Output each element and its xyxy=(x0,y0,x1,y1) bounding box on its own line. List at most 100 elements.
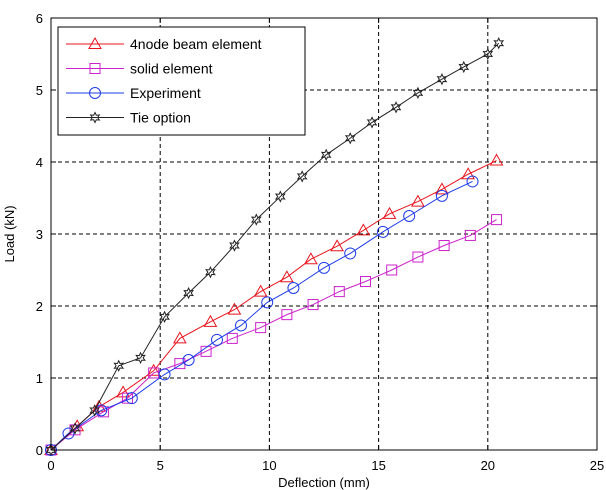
series-triangle xyxy=(44,153,504,455)
data-point xyxy=(436,73,448,86)
data-point xyxy=(491,214,503,226)
series-circle xyxy=(45,175,479,456)
legend-entry: 4node beam element xyxy=(66,36,262,52)
legend-marker xyxy=(89,111,101,124)
axis-ticks: 0 5 10 15 20 25 0 1 2 3 4 5 6 xyxy=(36,11,604,473)
legend-entry: Experiment xyxy=(66,85,201,101)
data-point xyxy=(438,240,450,252)
data-point xyxy=(435,189,448,202)
y-tick-label: 1 xyxy=(36,371,43,386)
y-tick-label: 0 xyxy=(36,443,43,458)
data-point xyxy=(92,399,106,412)
data-point xyxy=(356,223,371,236)
series-line xyxy=(50,180,473,451)
legend-marker xyxy=(88,36,102,49)
data-point xyxy=(261,296,274,309)
data-point xyxy=(489,153,504,166)
data-point xyxy=(366,116,378,129)
x-axis-label: Deflection (mm) xyxy=(278,475,370,490)
data-point xyxy=(376,225,389,238)
data-point xyxy=(69,424,81,436)
data-point xyxy=(390,101,402,114)
data-point xyxy=(89,404,101,417)
data-point xyxy=(344,247,357,260)
data-point xyxy=(493,37,505,50)
data-point xyxy=(182,354,195,366)
data-point xyxy=(458,60,470,74)
data-point xyxy=(320,148,332,161)
data-point xyxy=(287,282,300,294)
data-point xyxy=(235,319,248,332)
data-point xyxy=(382,206,397,219)
y-tick-label: 3 xyxy=(36,227,43,242)
x-tick-label: 0 xyxy=(47,458,54,473)
legend: 4node beam element solid element Experimen… xyxy=(57,26,306,136)
data-point xyxy=(386,264,398,276)
data-point xyxy=(307,299,319,311)
data-point xyxy=(45,443,57,457)
data-point xyxy=(62,427,75,440)
data-point xyxy=(344,132,356,145)
data-point xyxy=(280,270,294,283)
data-point xyxy=(135,351,146,365)
data-point xyxy=(482,47,494,61)
data-point xyxy=(333,286,345,298)
legend-entry: Tie option xyxy=(66,110,191,126)
legend-label: 4node beam element xyxy=(130,36,262,52)
data-point xyxy=(274,190,286,203)
data-point xyxy=(210,333,223,346)
data-point xyxy=(412,86,424,100)
data-point xyxy=(435,182,449,195)
data-point xyxy=(116,385,130,398)
data-point xyxy=(146,363,161,376)
data-point xyxy=(158,368,171,381)
x-tick-label: 25 xyxy=(590,458,604,473)
data-point xyxy=(253,284,268,297)
data-point xyxy=(359,276,371,288)
series-layer xyxy=(44,37,505,457)
data-point xyxy=(69,422,81,435)
data-point xyxy=(250,213,262,226)
x-tick-label: 5 xyxy=(157,458,164,473)
data-point xyxy=(205,265,216,279)
series-line xyxy=(50,42,500,451)
data-point xyxy=(113,359,125,372)
legend-label: Experiment xyxy=(130,85,201,101)
legend-label: Tie option xyxy=(130,110,191,126)
data-point xyxy=(411,194,425,207)
legend-marker xyxy=(89,87,101,99)
data-point xyxy=(464,229,476,241)
data-point xyxy=(159,310,170,323)
data-point xyxy=(403,210,416,222)
data-point xyxy=(172,331,187,344)
data-point xyxy=(125,392,138,405)
legend-marker xyxy=(89,63,101,74)
legend-label: solid element xyxy=(130,61,213,77)
data-point xyxy=(281,309,293,321)
data-point xyxy=(412,251,424,263)
data-point xyxy=(183,286,194,300)
x-tick-label: 15 xyxy=(371,458,385,473)
series-line xyxy=(50,219,497,451)
data-point xyxy=(296,170,308,183)
data-point xyxy=(229,239,240,252)
x-tick-label: 10 xyxy=(262,458,276,473)
legend-entry: solid element xyxy=(66,61,213,77)
data-point xyxy=(227,302,242,315)
y-tick-label: 4 xyxy=(36,155,43,170)
y-axis-label: Load (kN) xyxy=(2,205,17,262)
x-tick-label: 20 xyxy=(481,458,495,473)
data-point xyxy=(304,252,318,265)
data-point xyxy=(330,239,344,252)
y-tick-label: 5 xyxy=(36,83,43,98)
data-point xyxy=(226,332,238,344)
y-tick-label: 6 xyxy=(36,11,43,26)
data-point xyxy=(318,261,330,274)
data-point xyxy=(466,175,479,188)
data-point xyxy=(255,322,267,334)
series-line xyxy=(50,160,497,451)
y-tick-label: 2 xyxy=(36,299,43,314)
data-point xyxy=(148,367,160,379)
data-point xyxy=(95,404,108,417)
